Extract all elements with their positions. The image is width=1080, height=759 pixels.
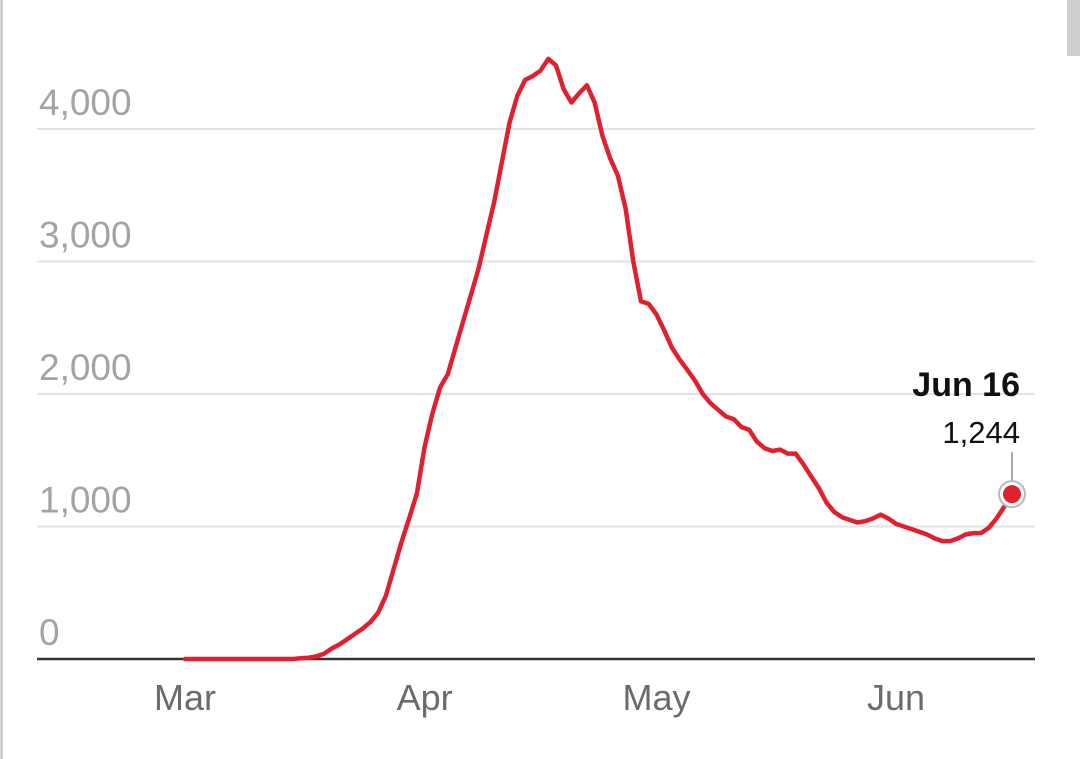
- y-tick-label: 4,000: [39, 82, 132, 123]
- scrollbar[interactable]: [1067, 0, 1080, 56]
- x-tick-label: Jun: [867, 677, 925, 718]
- y-tick-label: 0: [39, 612, 60, 653]
- x-tick-label: Mar: [154, 677, 216, 718]
- annotation-value: 1,244: [942, 415, 1020, 450]
- y-tick-label: 2,000: [39, 347, 132, 388]
- x-tick-label: Apr: [397, 677, 453, 718]
- y-tick-label: 3,000: [39, 215, 132, 256]
- annotation-date: Jun 16: [912, 366, 1020, 404]
- y-tick-label: 1,000: [39, 480, 132, 521]
- x-tick-label: May: [622, 677, 690, 718]
- end-point: [1003, 485, 1021, 504]
- line-series: [182, 56, 1015, 662]
